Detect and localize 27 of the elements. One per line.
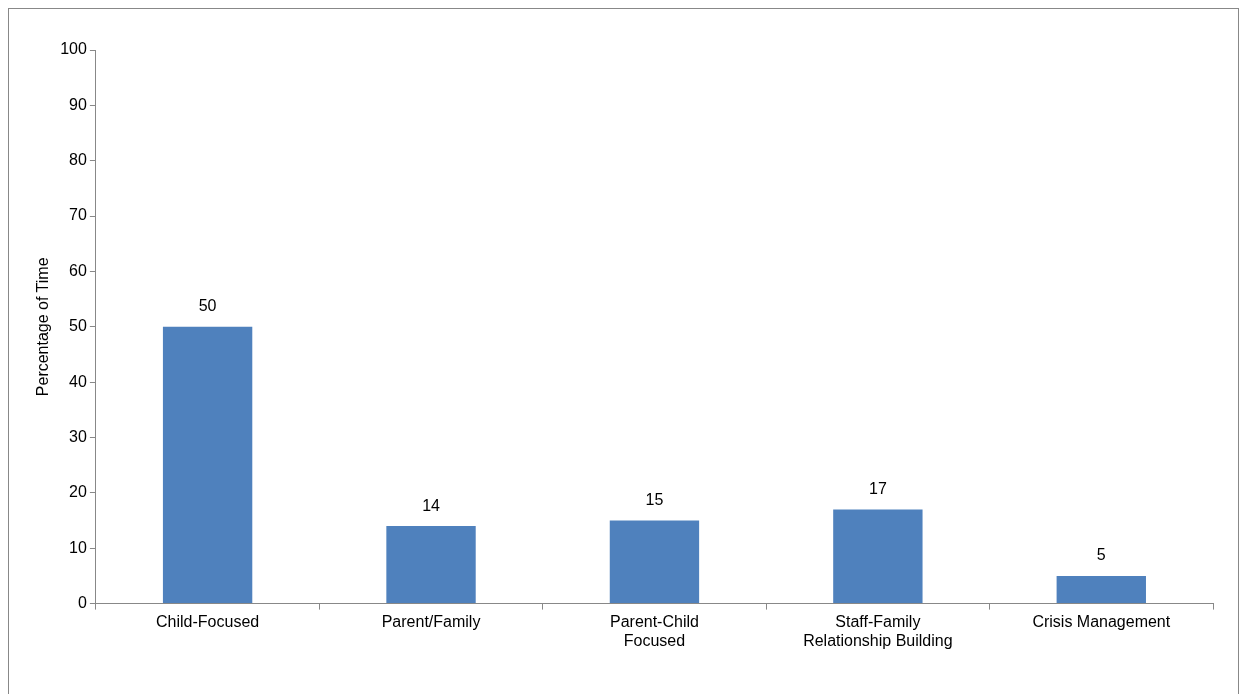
y-axis-title: Percentage of Time	[34, 257, 52, 397]
x-tick-label: Staff-Family Relationship Building	[803, 612, 953, 649]
x-tick-label: Crisis Management	[1032, 612, 1171, 630]
x-tick-label: Parent-Child Focused	[609, 612, 699, 649]
bar	[162, 326, 253, 604]
bar	[1056, 575, 1146, 604]
data-label: 14	[422, 496, 441, 514]
bar	[386, 526, 476, 604]
y-tick-label: 0	[77, 594, 87, 612]
x-tick-label: Parent/Family	[381, 612, 481, 630]
bar	[609, 520, 700, 604]
data-label: 5	[1096, 546, 1106, 564]
y-tick-label: 90	[69, 95, 87, 113]
data-label: 15	[645, 490, 664, 508]
data-label: 17	[868, 479, 887, 497]
y-tick-label: 30	[69, 427, 87, 445]
y-tick-label: 10	[69, 538, 87, 556]
y-tick-label: 50	[69, 317, 87, 335]
y-tick-label: 40	[69, 372, 87, 390]
x-tick-label: Child-Focused	[156, 612, 260, 630]
bar	[833, 509, 923, 604]
data-label: 50	[198, 297, 217, 315]
y-tick-label: 60	[69, 261, 87, 279]
y-tick-label: 100	[60, 40, 87, 58]
y-tick-label: 80	[69, 151, 87, 169]
y-tick-label: 20	[69, 483, 87, 501]
y-tick-label: 70	[69, 206, 87, 224]
